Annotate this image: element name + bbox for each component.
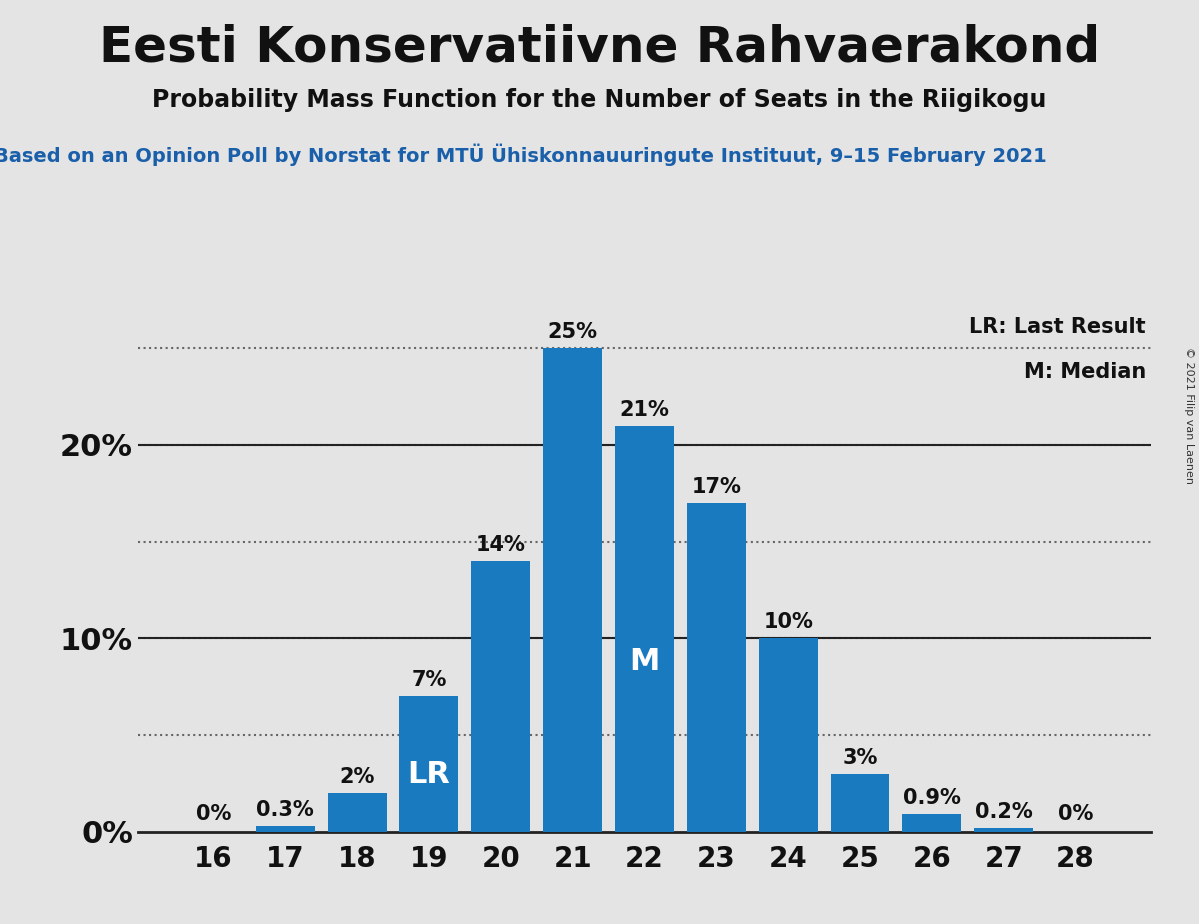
Text: 3%: 3% bbox=[843, 748, 878, 768]
Text: 0.2%: 0.2% bbox=[975, 802, 1032, 822]
Text: © 2021 Filip van Laenen: © 2021 Filip van Laenen bbox=[1185, 347, 1194, 484]
Text: 17%: 17% bbox=[692, 477, 741, 497]
Text: LR: LR bbox=[408, 760, 451, 789]
Bar bbox=[759, 638, 818, 832]
Bar bbox=[831, 773, 890, 832]
Text: 0.9%: 0.9% bbox=[903, 788, 960, 808]
Bar bbox=[903, 814, 962, 832]
Text: 7%: 7% bbox=[411, 671, 446, 690]
Bar bbox=[975, 828, 1034, 832]
Text: 2%: 2% bbox=[339, 767, 375, 787]
Bar bbox=[255, 826, 314, 832]
Bar bbox=[687, 503, 746, 832]
Text: LR: Last Result: LR: Last Result bbox=[969, 317, 1146, 337]
Bar bbox=[327, 793, 386, 832]
Text: 0%: 0% bbox=[195, 804, 231, 824]
Bar bbox=[615, 426, 674, 832]
Text: 14%: 14% bbox=[476, 535, 525, 555]
Text: 0%: 0% bbox=[1058, 804, 1093, 824]
Bar bbox=[471, 561, 530, 832]
Text: Probability Mass Function for the Number of Seats in the Riigikogu: Probability Mass Function for the Number… bbox=[152, 88, 1047, 112]
Text: 10%: 10% bbox=[764, 613, 813, 632]
Text: M: Median: M: Median bbox=[1024, 361, 1146, 382]
Text: Eesti Konservatiivne Rahvaerakond: Eesti Konservatiivne Rahvaerakond bbox=[98, 23, 1101, 71]
Text: M: M bbox=[629, 647, 659, 675]
Bar bbox=[399, 697, 458, 832]
Text: 0.3%: 0.3% bbox=[257, 800, 314, 820]
Text: Based on an Opinion Poll by Norstat for MTÜ Ühiskonnauuringute Instituut, 9–15 F: Based on an Opinion Poll by Norstat for … bbox=[0, 143, 1047, 165]
Text: 21%: 21% bbox=[620, 400, 669, 419]
Bar bbox=[543, 348, 602, 832]
Text: 25%: 25% bbox=[548, 322, 597, 343]
